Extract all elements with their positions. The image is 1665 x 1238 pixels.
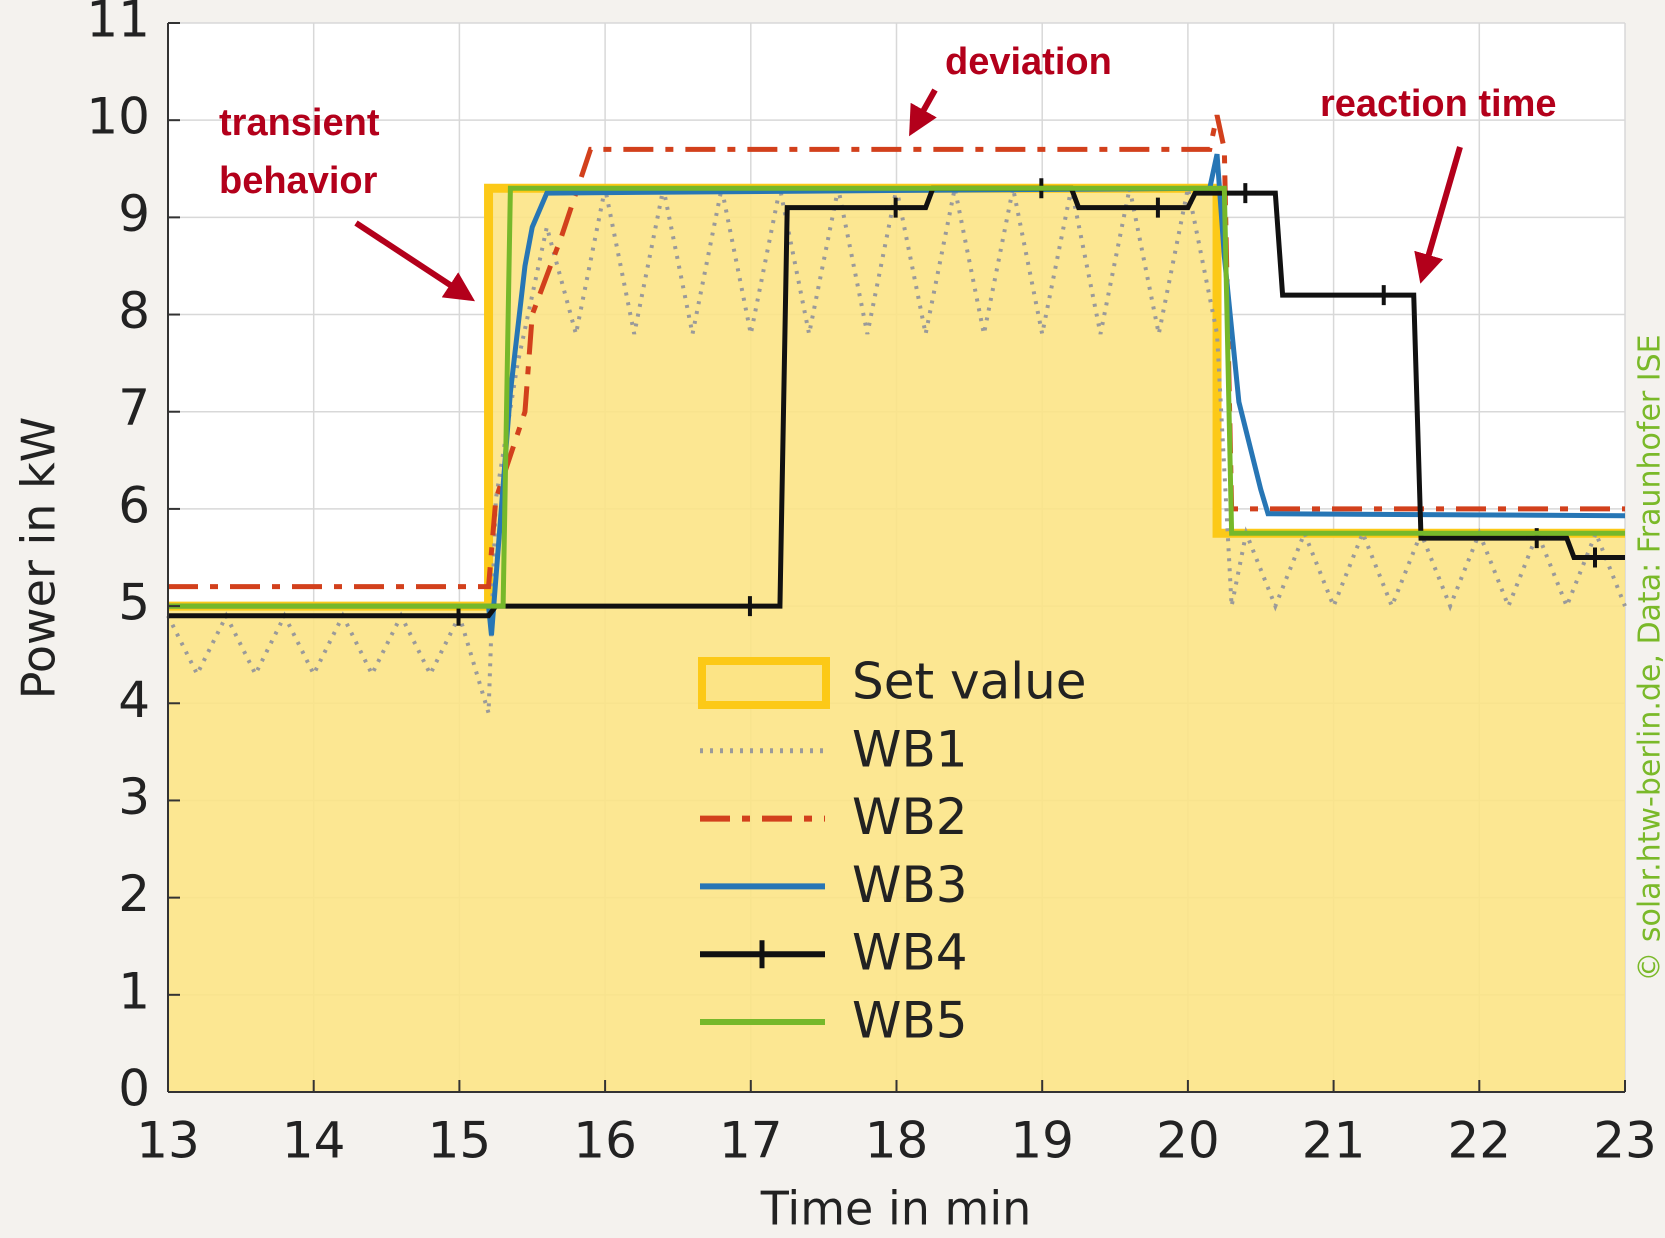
y-tick-label: 10 [86,88,150,146]
annotation: behavior [219,160,378,202]
marker [1235,183,1256,204]
legend-label: Set value [852,653,1087,711]
annotation: transient [219,102,380,144]
x-tick-label: 15 [428,1112,492,1170]
y-tick-label: 0 [118,1060,150,1118]
x-tick-label: 20 [1156,1112,1220,1170]
legend-label: WB1 [852,720,968,778]
y-tick-label: 8 [118,282,150,340]
legend-label: WB5 [852,992,968,1050]
x-tick-label: 16 [573,1112,637,1170]
arrow [1414,146,1463,284]
arrow [909,88,938,137]
series-line [168,185,1625,609]
legend-label: WB4 [852,924,968,982]
marker [448,605,469,626]
y-tick-label: 6 [118,476,150,534]
annotation: deviation [945,41,1112,83]
y-axis-label: Power in kW [12,417,66,699]
y-tick-label: 4 [118,671,150,729]
x-tick-label: 13 [136,1112,200,1170]
x-axis-label: Time in min [760,1182,1032,1236]
legend-label: WB3 [852,856,968,914]
y-tick-label: 9 [118,185,150,243]
annotation: reaction time [1320,83,1557,125]
y-tick-label: 5 [118,574,150,632]
marker [1585,547,1605,568]
watermark: © solar.htw-berlin.de, Data: Fraunhofer … [1633,334,1665,981]
y-tick-label: 2 [118,865,150,923]
series-layer [166,114,1627,1092]
marker [1147,197,1168,218]
legend-marker [752,940,772,969]
y-tick-label: 11 [86,0,150,49]
marker [1373,285,1394,306]
x-tick-label: 19 [1010,1112,1074,1170]
x-tick-label: 23 [1593,1112,1657,1170]
x-tick-label: 18 [865,1112,929,1170]
marker [885,197,906,218]
legend-swatch [698,657,830,709]
marker [739,596,760,617]
arrow [354,220,476,302]
x-tick-label: 17 [719,1112,783,1170]
y-tick-label: 1 [118,962,150,1020]
y-tick-label: 7 [118,379,150,437]
y-tick-label: 3 [118,768,150,826]
x-tick-label: 14 [282,1112,346,1170]
legend: Set value WB1 WB2 WB3 WB4 WB5 [698,653,1087,1050]
series-line [168,185,1625,619]
area-fill [168,188,1625,1092]
x-tick-label: 21 [1302,1112,1366,1170]
x-tick-label: 22 [1447,1112,1511,1170]
legend-label: WB2 [852,788,968,846]
